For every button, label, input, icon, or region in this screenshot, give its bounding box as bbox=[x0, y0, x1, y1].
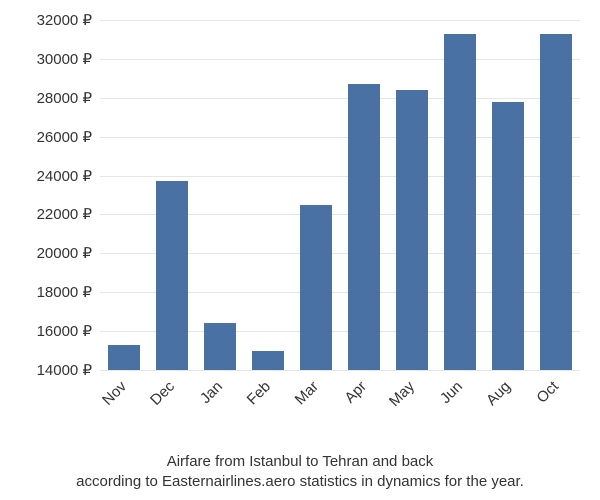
bar bbox=[492, 102, 524, 370]
bar bbox=[156, 181, 188, 370]
y-tick-label: 28000 ₽ bbox=[2, 89, 92, 107]
x-tick-label: Oct bbox=[533, 378, 562, 407]
y-tick-label: 24000 ₽ bbox=[2, 167, 92, 185]
x-tick-label: Apr bbox=[341, 378, 370, 407]
bars-group bbox=[100, 20, 580, 370]
bar bbox=[540, 34, 572, 370]
x-tick-label: Feb bbox=[244, 378, 274, 408]
x-tick-label: Jun bbox=[437, 378, 466, 407]
y-tick-label: 20000 ₽ bbox=[2, 244, 92, 262]
bar bbox=[348, 84, 380, 370]
y-tick-label: 18000 ₽ bbox=[2, 283, 92, 301]
bar bbox=[300, 205, 332, 370]
bar bbox=[108, 345, 140, 370]
x-tick-label: Jan bbox=[197, 378, 226, 407]
x-tick-label: Aug bbox=[483, 378, 514, 409]
chart-caption: Airfare from Istanbul to Tehran and back… bbox=[0, 452, 600, 493]
plot-area bbox=[100, 20, 580, 370]
bar bbox=[252, 351, 284, 370]
bar bbox=[204, 323, 236, 370]
y-tick-label: 26000 ₽ bbox=[2, 128, 92, 146]
y-tick-label: 16000 ₽ bbox=[2, 322, 92, 340]
chart-container: 14000 ₽ 16000 ₽ 18000 ₽ 20000 ₽ 22000 ₽ 24000… bbox=[0, 0, 600, 500]
y-tick-label: 22000 ₽ bbox=[2, 205, 92, 223]
x-tick-label: May bbox=[386, 378, 418, 410]
grid-line bbox=[100, 370, 580, 371]
x-tick-label: Nov bbox=[99, 378, 130, 409]
x-tick-label: Dec bbox=[147, 378, 178, 409]
y-tick-label: 32000 ₽ bbox=[2, 11, 92, 29]
y-tick-label: 30000 ₽ bbox=[2, 50, 92, 68]
bar bbox=[444, 34, 476, 370]
y-tick-label: 14000 ₽ bbox=[2, 361, 92, 379]
x-tick-label: Mar bbox=[292, 378, 322, 408]
bar bbox=[396, 90, 428, 370]
